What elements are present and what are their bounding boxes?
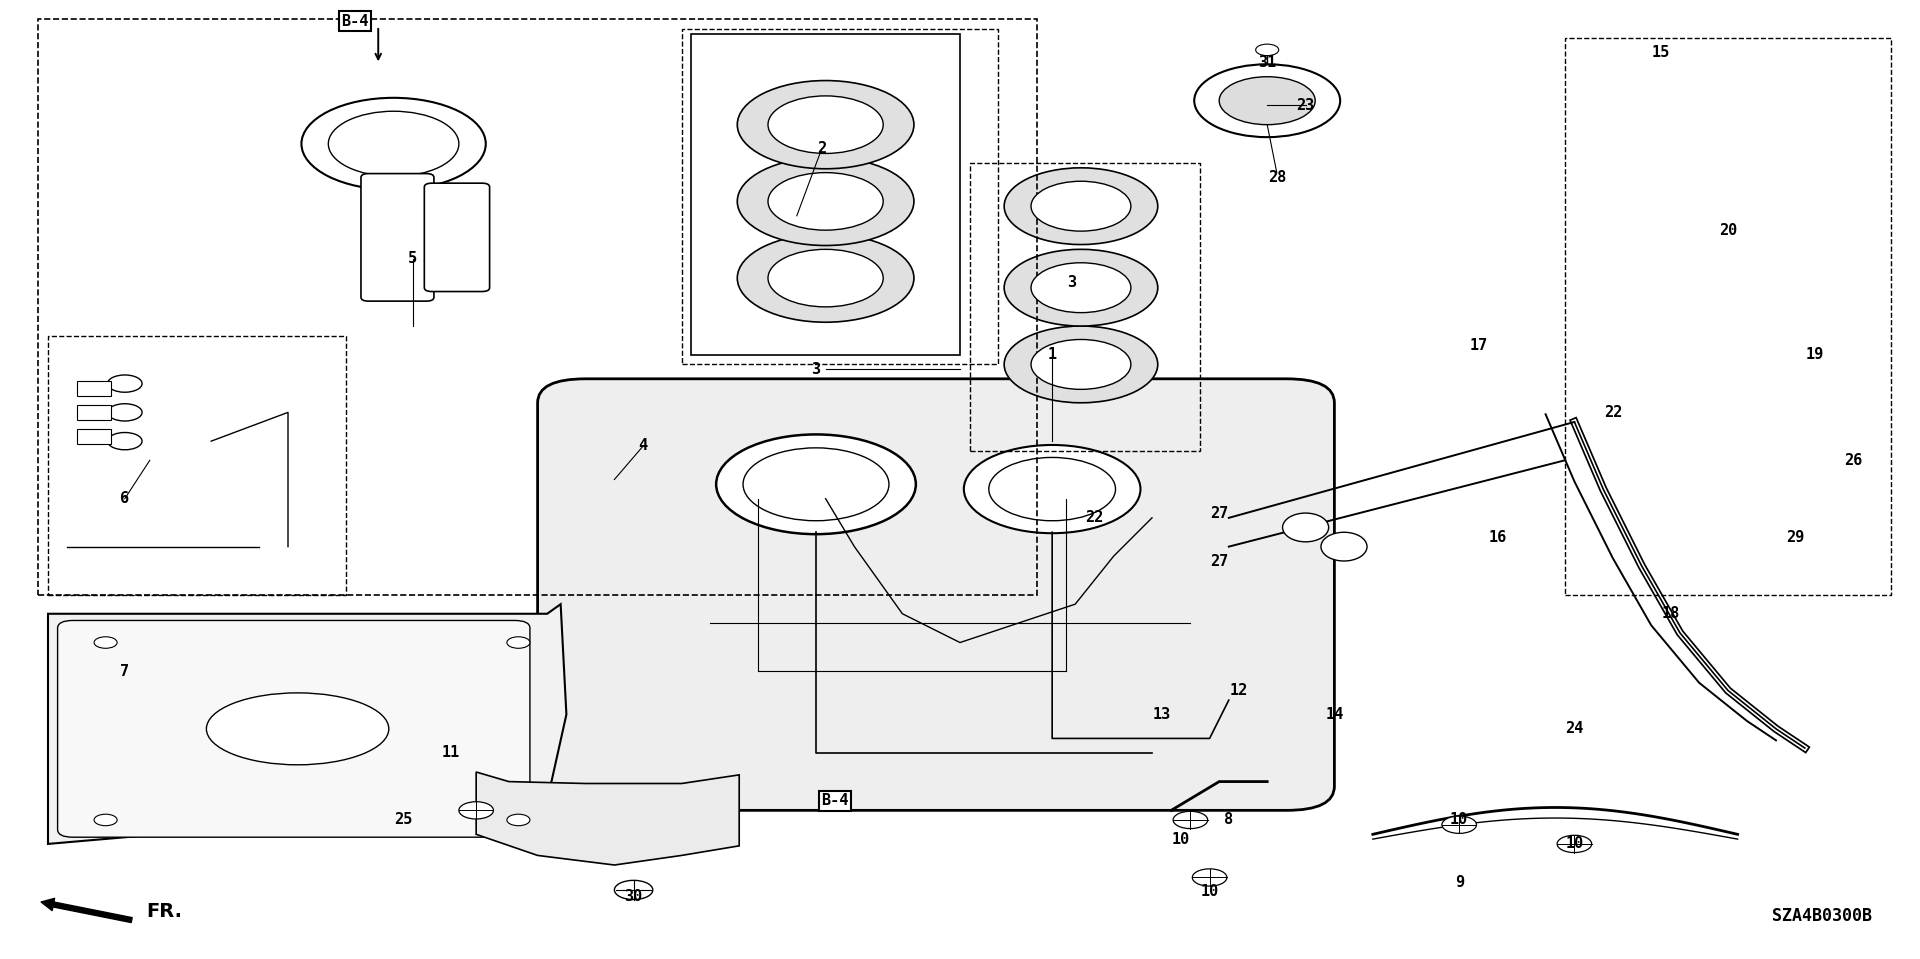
Text: 24: 24 xyxy=(1565,721,1584,737)
Text: 8: 8 xyxy=(1225,812,1233,828)
Text: 18: 18 xyxy=(1661,606,1680,621)
Circle shape xyxy=(507,814,530,826)
Text: 20: 20 xyxy=(1718,222,1738,238)
Circle shape xyxy=(1256,44,1279,56)
Text: 19: 19 xyxy=(1805,347,1824,363)
Circle shape xyxy=(459,802,493,819)
Circle shape xyxy=(1219,77,1315,125)
Text: 25: 25 xyxy=(394,812,413,828)
Circle shape xyxy=(1031,339,1131,389)
Bar xyxy=(691,34,960,355)
Circle shape xyxy=(507,637,530,648)
Circle shape xyxy=(737,234,914,322)
Circle shape xyxy=(1031,263,1131,313)
Text: 10: 10 xyxy=(1200,884,1219,900)
Circle shape xyxy=(108,404,142,421)
Bar xyxy=(77,429,111,444)
Circle shape xyxy=(1004,326,1158,403)
Circle shape xyxy=(94,814,117,826)
Text: 26: 26 xyxy=(1843,453,1862,468)
Ellipse shape xyxy=(207,692,388,765)
Text: 4: 4 xyxy=(639,438,647,454)
Text: 29: 29 xyxy=(1786,529,1805,545)
Circle shape xyxy=(1173,811,1208,829)
FancyBboxPatch shape xyxy=(361,174,434,301)
Text: 31: 31 xyxy=(1258,55,1277,70)
Circle shape xyxy=(989,457,1116,521)
Text: FR.: FR. xyxy=(146,901,182,921)
Text: 14: 14 xyxy=(1325,707,1344,722)
Circle shape xyxy=(108,375,142,392)
Polygon shape xyxy=(476,772,739,865)
Circle shape xyxy=(1004,168,1158,245)
Text: 11: 11 xyxy=(442,745,461,760)
Circle shape xyxy=(301,98,486,190)
Text: 28: 28 xyxy=(1267,170,1286,185)
Circle shape xyxy=(94,637,117,648)
Text: 10: 10 xyxy=(1450,812,1469,828)
Text: 3: 3 xyxy=(1068,275,1075,291)
Circle shape xyxy=(1031,181,1131,231)
Ellipse shape xyxy=(1283,513,1329,542)
Text: B-4: B-4 xyxy=(822,793,849,808)
Text: 23: 23 xyxy=(1296,98,1315,113)
Text: 7: 7 xyxy=(121,664,129,679)
Text: 17: 17 xyxy=(1469,338,1488,353)
Circle shape xyxy=(737,81,914,169)
Circle shape xyxy=(737,157,914,246)
Text: 2: 2 xyxy=(818,141,826,156)
Circle shape xyxy=(1442,816,1476,833)
Text: 22: 22 xyxy=(1603,405,1622,420)
Text: 6: 6 xyxy=(121,491,129,506)
Text: 13: 13 xyxy=(1152,707,1171,722)
Text: 10: 10 xyxy=(1171,831,1190,847)
Ellipse shape xyxy=(1321,532,1367,561)
Text: 9: 9 xyxy=(1455,875,1463,890)
Circle shape xyxy=(1194,64,1340,137)
Text: 5: 5 xyxy=(409,251,417,267)
Circle shape xyxy=(743,448,889,521)
Circle shape xyxy=(768,173,883,230)
Text: 1: 1 xyxy=(1048,347,1056,363)
Text: 27: 27 xyxy=(1210,553,1229,569)
Text: 27: 27 xyxy=(1210,505,1229,521)
Text: 16: 16 xyxy=(1488,529,1507,545)
FancyBboxPatch shape xyxy=(424,183,490,292)
Circle shape xyxy=(1192,869,1227,886)
Text: 30: 30 xyxy=(624,889,643,904)
Bar xyxy=(77,381,111,396)
Circle shape xyxy=(716,434,916,534)
FancyBboxPatch shape xyxy=(58,620,530,837)
Circle shape xyxy=(768,96,883,153)
Circle shape xyxy=(1557,835,1592,853)
Circle shape xyxy=(1004,249,1158,326)
Text: 3: 3 xyxy=(812,362,820,377)
Text: SZA4B0300B: SZA4B0300B xyxy=(1772,907,1872,924)
Circle shape xyxy=(108,433,142,450)
Circle shape xyxy=(964,445,1140,533)
Circle shape xyxy=(614,880,653,900)
Text: 12: 12 xyxy=(1229,683,1248,698)
Text: 22: 22 xyxy=(1085,510,1104,526)
FancyBboxPatch shape xyxy=(538,379,1334,810)
Circle shape xyxy=(768,249,883,307)
Bar xyxy=(77,405,111,420)
Polygon shape xyxy=(48,604,566,844)
Text: 10: 10 xyxy=(1565,836,1584,852)
Text: 15: 15 xyxy=(1651,45,1670,60)
Text: B-4: B-4 xyxy=(342,13,369,29)
Circle shape xyxy=(328,111,459,176)
